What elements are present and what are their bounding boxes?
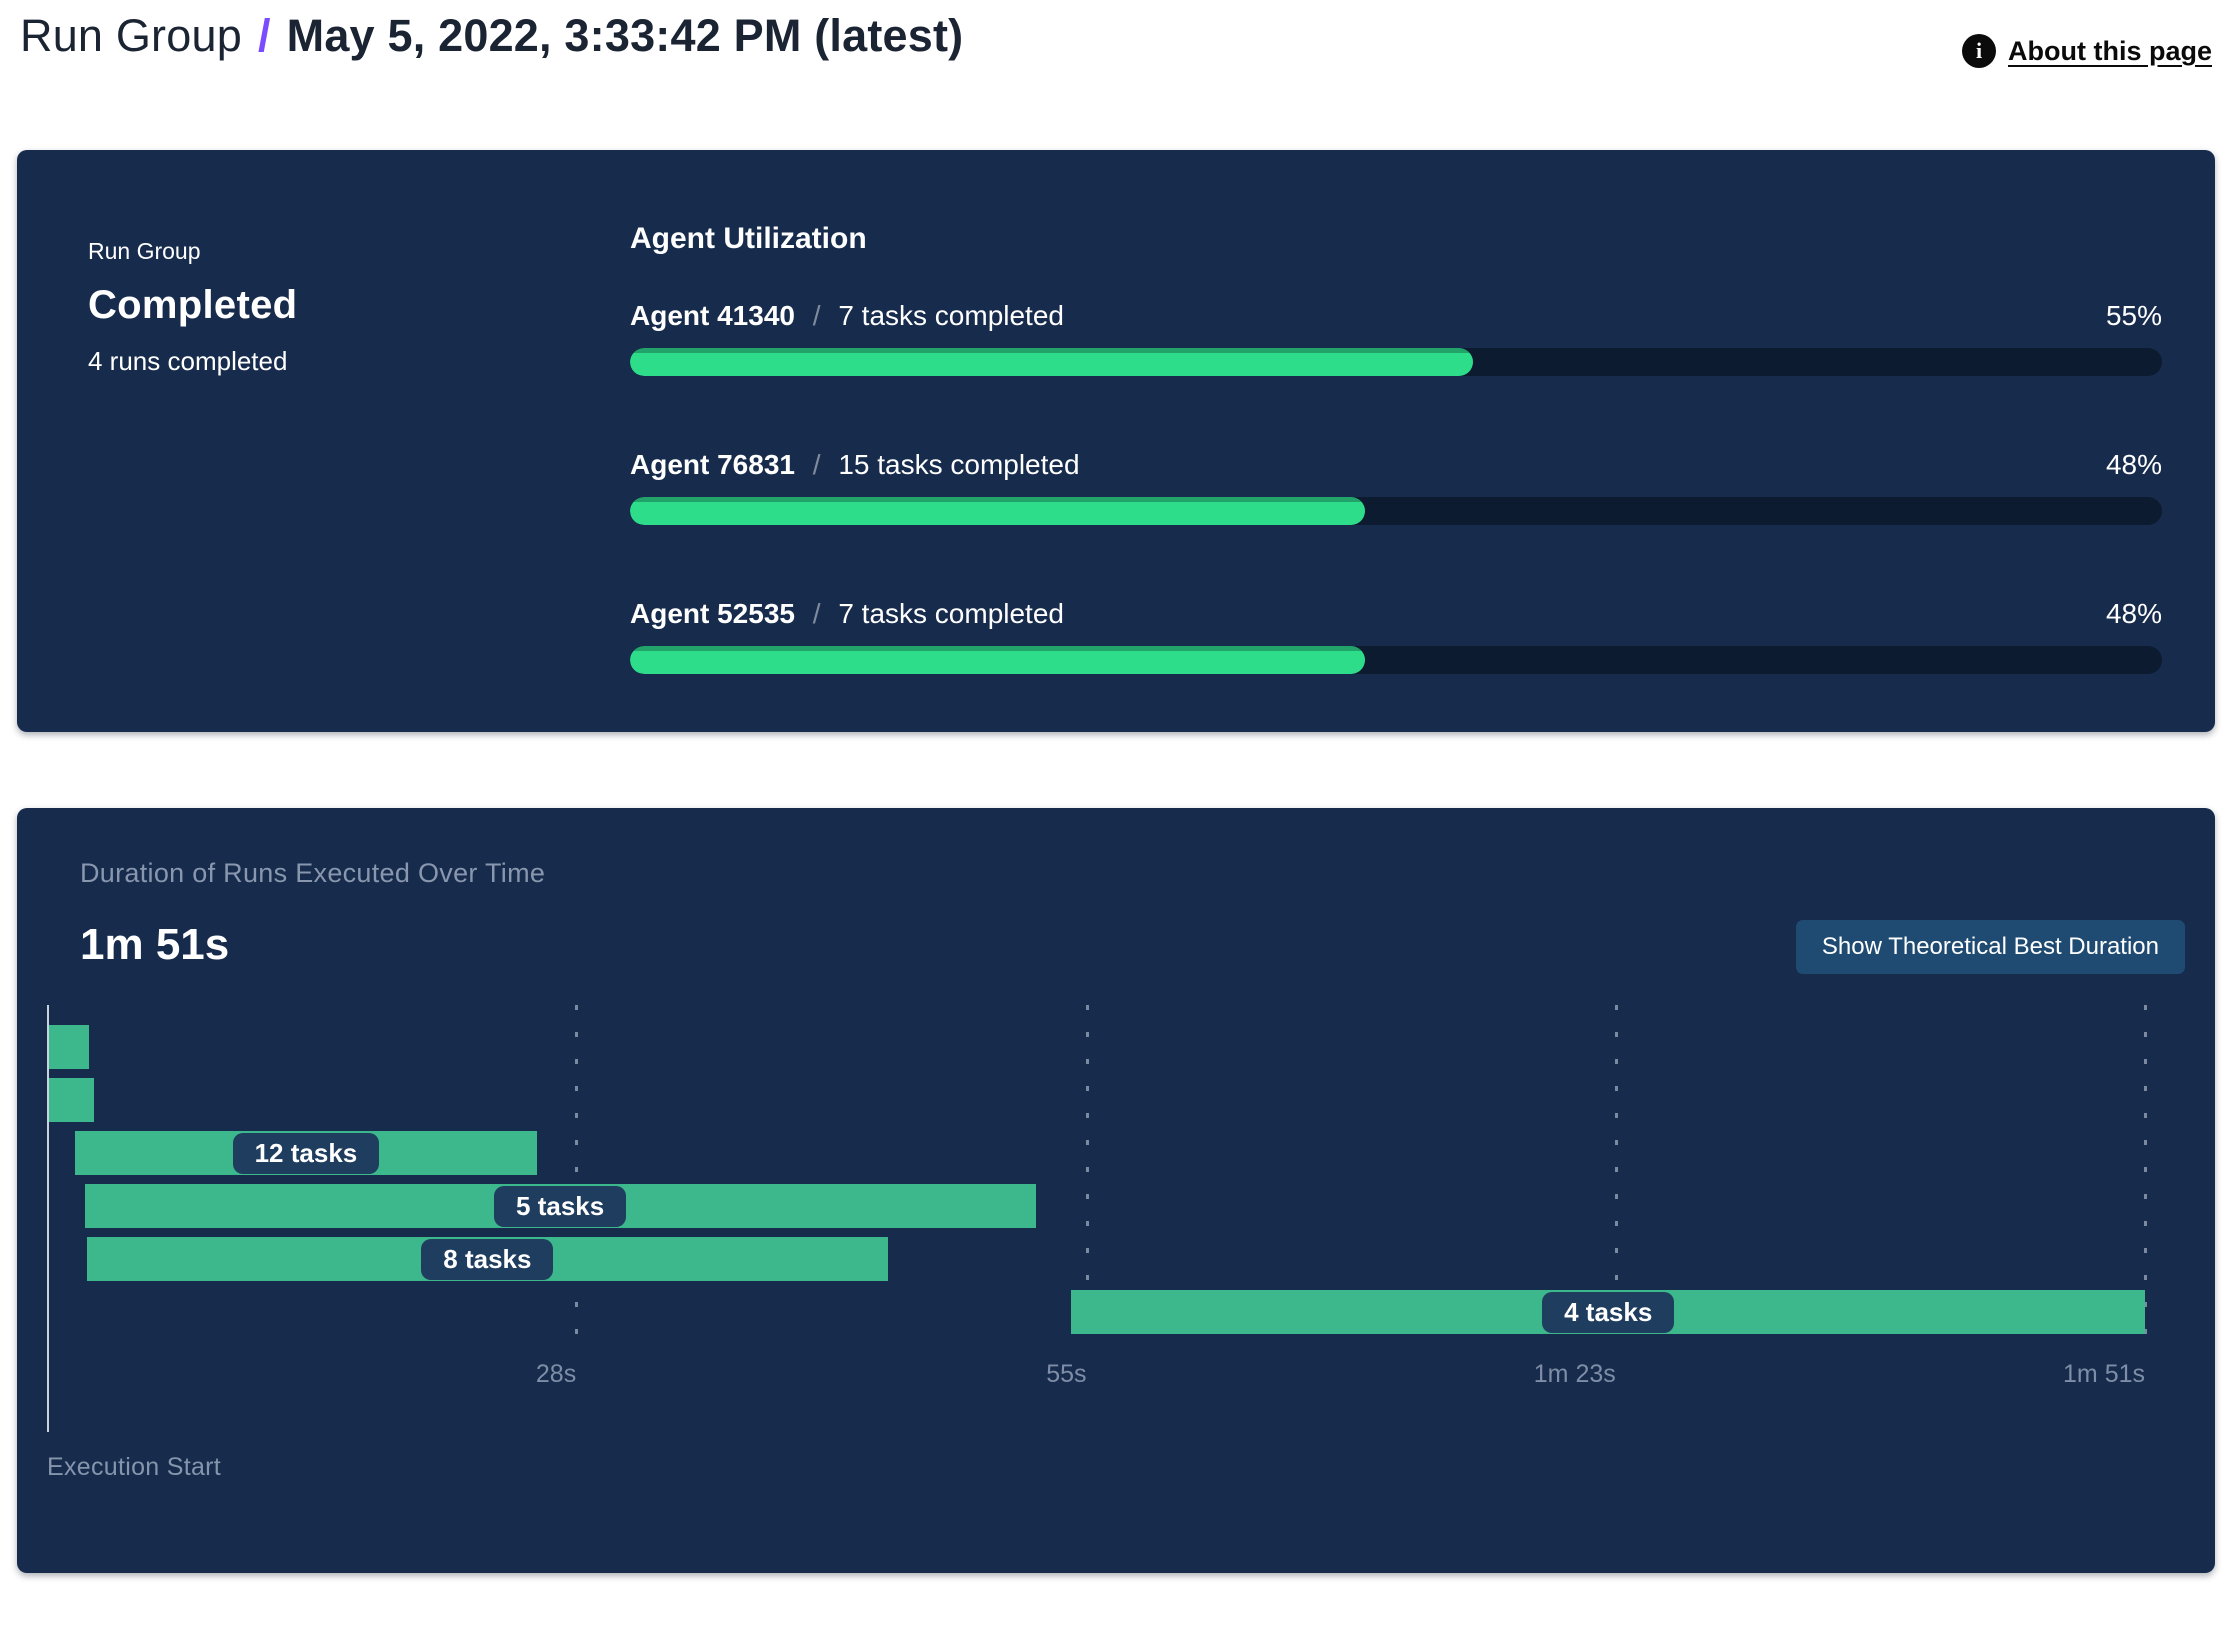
run-duration-bar[interactable]: 4 tasks <box>1071 1290 2145 1334</box>
run-duration-bar[interactable] <box>47 1025 89 1069</box>
agent-tasks-completed: 15 tasks completed <box>838 449 1080 480</box>
run-duration-bar[interactable] <box>47 1078 95 1122</box>
agent-utilization-bar-track <box>630 348 2162 376</box>
gridline-28s <box>575 1005 579 1355</box>
agent-utilization-section: Agent Utilization Agent 41340 / 7 tasks … <box>630 222 2162 747</box>
agent-utilization-row: Agent 52535 / 7 tasks completed 48% <box>630 598 2162 674</box>
agent-name-separator: / <box>804 449 829 480</box>
about-this-page-link[interactable]: About this page <box>2008 35 2212 66</box>
task-count-badge: 4 tasks <box>1542 1291 1675 1333</box>
duration-panel: Duration of Runs Executed Over Time 1m 5… <box>17 808 2215 1573</box>
agent-utilization-bar-fill <box>630 497 1366 525</box>
page-header: Run Group / May 5, 2022, 3:33:42 PM (lat… <box>20 10 2212 68</box>
status-label: Run Group <box>88 238 201 264</box>
agent-tasks-completed: 7 tasks completed <box>838 598 1064 629</box>
runs-completed-count: 4 runs completed <box>88 346 288 376</box>
run-duration-bar[interactable]: 12 tasks <box>75 1131 537 1175</box>
agent-name: Agent 41340 <box>630 300 795 331</box>
breadcrumb-separator: / <box>257 10 271 61</box>
agent-rows: Agent 41340 / 7 tasks completed 55% Agen… <box>630 300 2162 674</box>
gridline-1m-51s <box>2144 1005 2147 1355</box>
breadcrumb-run-group[interactable]: Run Group <box>20 10 242 61</box>
duration-chart-title: Duration of Runs Executed Over Time <box>80 858 546 888</box>
duration-gantt-chart: 28s 55s 1m 23s 1m 51s 12 tasks 5 tasks 8 tasks… <box>47 1005 2147 1388</box>
agent-name: Agent 76831 <box>630 449 795 480</box>
agent-name-separator: / <box>804 300 829 331</box>
page-title: May 5, 2022, 3:33:42 PM (latest) <box>286 10 964 61</box>
agent-utilization-bar-track <box>630 497 2162 525</box>
agent-utilization-row: Agent 76831 / 15 tasks completed 48% <box>630 449 2162 525</box>
execution-start-axis-line <box>47 1005 49 1432</box>
agent-utilization-bar-track <box>630 646 2162 674</box>
task-count-badge: 8 tasks <box>421 1238 554 1280</box>
breadcrumb: Run Group / May 5, 2022, 3:33:42 PM (lat… <box>20 10 963 62</box>
gridline-1m-23s <box>1614 1005 1618 1355</box>
agent-name-separator: / <box>804 598 829 629</box>
tick-label: 1m 51s <box>2063 1360 2145 1388</box>
info-icon: i <box>1962 34 1996 68</box>
status-column: Run Group Completed 4 runs completed <box>88 238 297 377</box>
agent-utilization-row: Agent 41340 / 7 tasks completed 55% <box>630 300 2162 376</box>
run-duration-bar[interactable]: 8 tasks <box>86 1237 889 1281</box>
agent-utilization-percent: 48% <box>2105 449 2162 480</box>
task-count-badge: 12 tasks <box>232 1132 380 1174</box>
agent-utilization-percent: 55% <box>2105 300 2162 331</box>
tick-label: 55s <box>1046 1360 1087 1388</box>
status-value: Completed <box>88 283 298 327</box>
agent-utilization-bar-fill <box>630 646 1366 674</box>
execution-start-label: Execution Start <box>47 1453 222 1481</box>
gridline-55s <box>1085 1005 1089 1355</box>
run-group-status-panel: Run Group Completed 4 runs completed Age… <box>17 150 2215 732</box>
tick-label: 1m 23s <box>1533 1360 1616 1388</box>
task-count-badge: 5 tasks <box>494 1185 627 1227</box>
show-theoretical-best-duration-button[interactable]: Show Theoretical Best Duration <box>1795 920 2185 974</box>
tick-label: 28s <box>535 1360 577 1388</box>
agent-utilization-title: Agent Utilization <box>630 222 867 255</box>
agent-utilization-bar-fill <box>630 348 1473 376</box>
agent-name: Agent 52535 <box>630 598 795 629</box>
total-duration-value: 1m 51s <box>80 920 230 969</box>
agent-utilization-percent: 48% <box>2105 598 2162 629</box>
agent-tasks-completed: 7 tasks completed <box>838 300 1064 331</box>
about-this-page[interactable]: i About this page <box>1962 34 2212 68</box>
run-duration-bar[interactable]: 5 tasks <box>84 1184 1036 1228</box>
